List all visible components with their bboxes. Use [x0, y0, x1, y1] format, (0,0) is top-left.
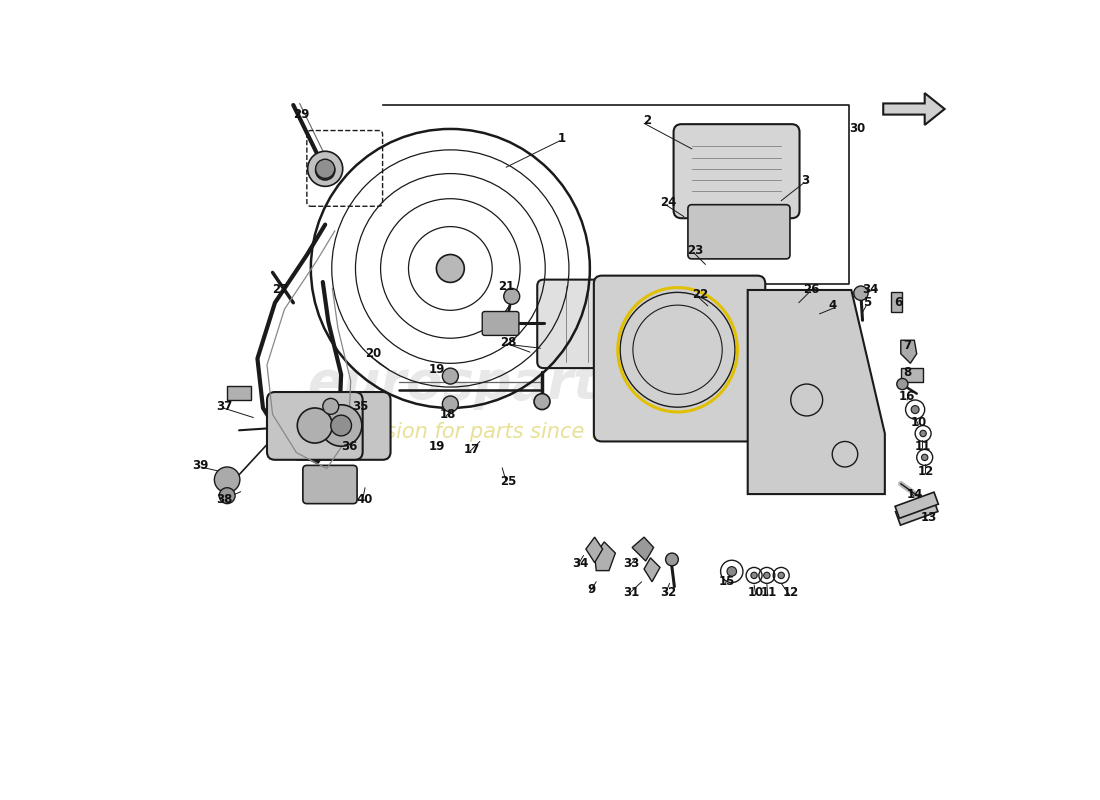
Circle shape — [442, 368, 459, 384]
Text: 9: 9 — [587, 583, 595, 596]
Text: 6: 6 — [894, 296, 902, 310]
FancyBboxPatch shape — [688, 205, 790, 259]
Text: 38: 38 — [217, 493, 233, 506]
Text: 26: 26 — [803, 283, 820, 297]
Text: 24: 24 — [660, 196, 676, 209]
Text: 11: 11 — [761, 586, 778, 599]
Circle shape — [666, 553, 679, 566]
FancyBboxPatch shape — [290, 392, 390, 460]
Circle shape — [437, 254, 464, 282]
Circle shape — [219, 488, 235, 504]
Text: 4: 4 — [829, 299, 837, 313]
Circle shape — [763, 572, 770, 578]
Circle shape — [442, 396, 459, 412]
Text: 19: 19 — [429, 440, 446, 453]
Text: 29: 29 — [293, 108, 309, 121]
Circle shape — [911, 406, 920, 414]
Text: 40: 40 — [356, 493, 373, 506]
Text: 25: 25 — [500, 475, 517, 488]
Text: 16: 16 — [899, 390, 915, 402]
Polygon shape — [748, 290, 884, 494]
Text: 12: 12 — [918, 466, 934, 478]
Text: eurospartes: eurospartes — [307, 358, 666, 410]
Text: 19: 19 — [429, 363, 446, 376]
Circle shape — [316, 159, 334, 178]
Text: 33: 33 — [624, 557, 639, 570]
Circle shape — [320, 405, 362, 446]
Circle shape — [727, 566, 737, 576]
Text: 35: 35 — [352, 400, 368, 413]
Polygon shape — [883, 93, 945, 125]
Circle shape — [504, 288, 519, 304]
Circle shape — [535, 394, 550, 410]
Text: 10: 10 — [748, 586, 763, 599]
Polygon shape — [595, 542, 615, 570]
Polygon shape — [891, 292, 902, 312]
Circle shape — [214, 467, 240, 493]
Text: 27: 27 — [273, 283, 288, 297]
Text: 31: 31 — [624, 586, 639, 599]
Circle shape — [331, 415, 352, 436]
Text: 22: 22 — [692, 288, 708, 302]
FancyBboxPatch shape — [673, 124, 800, 218]
Circle shape — [316, 161, 334, 180]
Text: 37: 37 — [217, 400, 233, 413]
Circle shape — [778, 572, 784, 578]
Text: 30: 30 — [849, 122, 865, 135]
FancyBboxPatch shape — [267, 392, 363, 460]
Text: a passion for parts since 1985: a passion for parts since 1985 — [329, 422, 644, 442]
Text: 14: 14 — [906, 487, 923, 501]
Text: 3: 3 — [801, 174, 810, 187]
Text: 20: 20 — [365, 347, 381, 360]
Text: 8: 8 — [903, 366, 911, 379]
FancyBboxPatch shape — [594, 276, 766, 442]
FancyBboxPatch shape — [537, 280, 685, 368]
Text: 15: 15 — [718, 575, 735, 588]
Polygon shape — [227, 386, 251, 400]
Text: 39: 39 — [192, 459, 209, 472]
Text: 36: 36 — [341, 440, 358, 453]
Circle shape — [854, 286, 868, 300]
Circle shape — [751, 572, 757, 578]
Polygon shape — [895, 492, 938, 518]
Text: 34: 34 — [572, 557, 588, 570]
Polygon shape — [895, 498, 938, 525]
Text: 28: 28 — [500, 336, 517, 349]
Text: 13: 13 — [921, 511, 937, 525]
Polygon shape — [586, 537, 603, 562]
Text: 11: 11 — [915, 440, 932, 453]
Text: 32: 32 — [660, 586, 676, 599]
Circle shape — [297, 408, 332, 443]
Text: 2: 2 — [644, 114, 651, 127]
FancyBboxPatch shape — [482, 311, 519, 335]
Circle shape — [896, 378, 907, 390]
Text: 17: 17 — [464, 443, 480, 456]
Polygon shape — [645, 558, 660, 582]
Polygon shape — [901, 340, 916, 363]
Text: 18: 18 — [440, 408, 456, 421]
Polygon shape — [632, 537, 653, 561]
FancyBboxPatch shape — [302, 466, 358, 504]
Circle shape — [322, 398, 339, 414]
Text: 10: 10 — [911, 416, 927, 429]
Text: 12: 12 — [782, 586, 799, 599]
Circle shape — [920, 430, 926, 437]
Text: 21: 21 — [498, 280, 515, 294]
Polygon shape — [901, 368, 923, 382]
Circle shape — [308, 151, 343, 186]
Text: 7: 7 — [903, 339, 911, 352]
Text: 5: 5 — [864, 296, 871, 310]
Text: 1: 1 — [558, 132, 566, 145]
Text: 34: 34 — [862, 283, 879, 297]
Text: 23: 23 — [688, 244, 703, 257]
Circle shape — [922, 454, 928, 461]
